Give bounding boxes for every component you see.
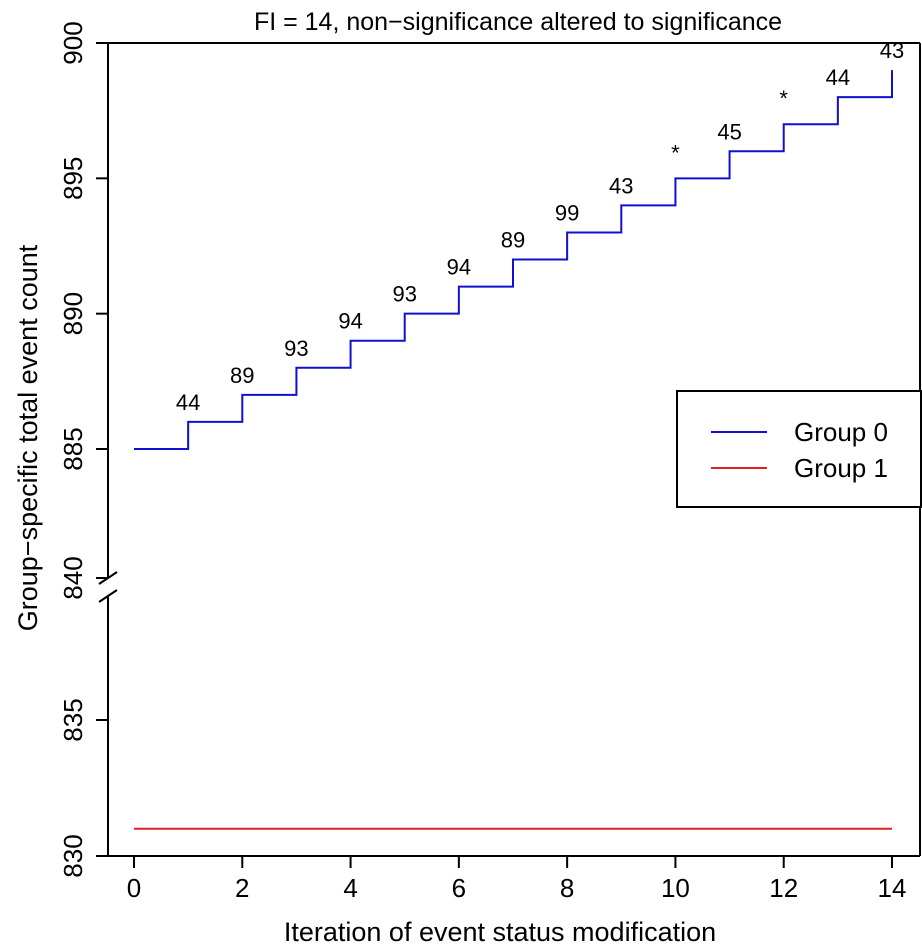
step-label-4: 93 (392, 282, 416, 307)
x-tick-label-4: 4 (343, 873, 357, 903)
y-axis: 840 885 890 895 900 830 835 (58, 21, 108, 878)
axis-break-mark-lower (98, 589, 118, 603)
legend-box (676, 390, 922, 508)
x-tick-label-0: 0 (127, 873, 141, 903)
x-tick-label-6: 6 (452, 873, 466, 903)
step-labels: 44 89 93 94 93 94 89 99 43 * 45 * 44 43 (176, 38, 904, 415)
chart-title: FI = 14, non−significance altered to sig… (254, 8, 782, 36)
legend-label-1: Group 1 (794, 453, 888, 483)
step-label-6: 89 (501, 228, 525, 253)
y-tick-label-885: 885 (58, 427, 88, 470)
y-axis-label: Group−specific total event count (13, 244, 43, 631)
x-axis-label: Iteration of event status modification (284, 917, 716, 947)
y-tick-label-890: 890 (58, 292, 88, 335)
series-layer (134, 70, 893, 830)
step-label-8: 43 (609, 173, 633, 198)
step-label-5: 94 (447, 255, 471, 280)
legend-label-0: Group 0 (794, 417, 888, 447)
y-tick-label-830: 830 (58, 834, 88, 877)
series-line-group-0 (134, 70, 893, 450)
x-tick-label-12: 12 (769, 873, 798, 903)
step-label-10: 45 (717, 119, 741, 144)
x-tick-label-2: 2 (235, 873, 249, 903)
y-tick-label-835: 835 (58, 698, 88, 741)
y-tick-label-895: 895 (58, 157, 88, 200)
step-label-12: 44 (826, 65, 850, 90)
plot-frame (98, 42, 921, 857)
step-label-13: 43 (880, 38, 904, 63)
legend: Group 0 Group 1 (676, 390, 922, 508)
x-tick-label-10: 10 (661, 873, 690, 903)
y-tick-label-840: 840 (58, 556, 88, 599)
x-axis: 0 2 4 6 8 10 12 14 (127, 856, 907, 903)
step-label-7: 99 (555, 200, 579, 225)
y-tick-label-900: 900 (58, 21, 88, 64)
step-label-0: 44 (176, 390, 200, 415)
step-label-3: 94 (338, 309, 362, 334)
x-tick-label-8: 8 (560, 873, 574, 903)
x-tick-label-14: 14 (878, 873, 907, 903)
step-label-2: 93 (284, 336, 308, 361)
step-label-1: 89 (230, 363, 254, 388)
step-label-9: * (671, 140, 680, 165)
step-label-11: * (779, 86, 788, 111)
